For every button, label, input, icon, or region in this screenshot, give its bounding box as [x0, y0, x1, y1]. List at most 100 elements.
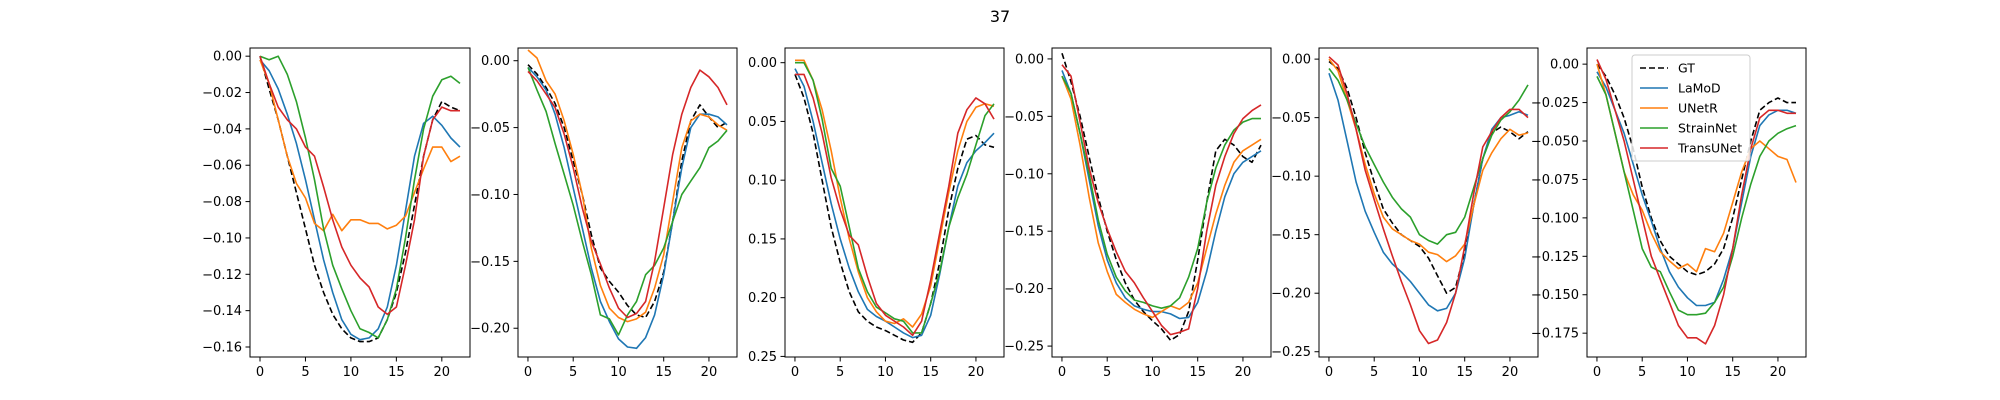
x-tick-label: 5 — [569, 365, 577, 380]
x-tick-label: 5 — [1638, 365, 1646, 380]
axes-frame — [1586, 47, 1807, 358]
legend-label-lamod: LaMoD — [1678, 81, 1721, 96]
axes-frame — [1051, 47, 1272, 358]
y-tick-label: −0.10 — [470, 188, 510, 203]
y-tick-label: −0.20 — [470, 322, 510, 337]
y-tick-label: −0.20 — [1004, 282, 1044, 297]
series-line-unetr — [795, 59, 995, 328]
x-tick-label: 0 — [791, 365, 799, 380]
y-tick-label: 0.05 — [748, 115, 777, 130]
series-line-gt — [1328, 60, 1529, 294]
series-line-lamod — [1596, 71, 1797, 307]
y-tick-label: −0.16 — [202, 341, 242, 356]
subplot-2: 0 5 10 15 20 0.00 −0.05 −0.10 −0.15 −0.20 — [470, 47, 738, 380]
x-tick-label: 0 — [1593, 365, 1601, 380]
x-tick-label: 15 — [1724, 365, 1741, 380]
x-tick-label: 0 — [1058, 365, 1066, 380]
y-tick-label: 0.25 — [748, 350, 777, 365]
x-tick-label: 10 — [343, 365, 360, 380]
subplot-5: 0 5 10 15 20 0.00 −0.05 −0.10 −0.15 −0.20 −0.25 — [1271, 47, 1539, 380]
x-tick-label: 20 — [1770, 365, 1787, 380]
series-line-lamod — [794, 68, 995, 339]
x-tick-label: 20 — [1502, 365, 1519, 380]
x-tick-label: 15 — [655, 365, 672, 380]
y-tick-label: 0.15 — [748, 232, 777, 247]
series-line-strainnet — [795, 61, 995, 334]
y-tick-label: −0.15 — [470, 255, 510, 270]
y-tick-label: −0.02 — [202, 86, 242, 101]
y-tick-label: −0.10 — [1271, 170, 1311, 185]
x-tick-label: 20 — [1235, 365, 1252, 380]
series-group — [1328, 56, 1529, 345]
series-line-lamod — [527, 66, 728, 350]
series-line-strainnet — [259, 55, 461, 339]
figure-title: 37 — [990, 7, 1010, 26]
x-tick-label: 10 — [610, 365, 627, 380]
series-line-transunet — [1596, 59, 1796, 345]
y-tick-label: 0.00 — [1015, 52, 1044, 67]
y-tick-label: 0.00 — [1550, 58, 1579, 73]
series-line-transunet — [527, 69, 728, 319]
y-tick-label: 0.00 — [213, 50, 242, 65]
y-tick-label: −0.20 — [1271, 287, 1311, 302]
x-tick-label: 10 — [1411, 365, 1428, 380]
y-tick-label: −0.075 — [1531, 173, 1579, 188]
y-tick-label: −0.05 — [1271, 111, 1311, 126]
x-tick-label: 5 — [301, 365, 309, 380]
y-tick-label: −0.05 — [470, 121, 510, 136]
x-tick-label: 10 — [877, 365, 894, 380]
subplot-4: 0 5 10 15 20 0.00 −0.05 −0.10 −0.15 −0.20 −0.25 — [1004, 47, 1272, 380]
y-tick-label: −0.08 — [202, 195, 242, 210]
subplot-3: 0 5 10 15 20 0.00 0.05 0.10 0.15 0.20 0.25 — [748, 47, 1005, 380]
series-line-unetr — [1328, 58, 1529, 263]
x-tick-label: 15 — [1189, 365, 1206, 380]
x-tick-label: 5 — [1370, 365, 1378, 380]
x-tick-label: 0 — [524, 365, 532, 380]
series-line-unetr — [259, 59, 461, 232]
legend: GT LaMoD UNetR StrainNet TransUNet — [1631, 54, 1751, 162]
y-tick-label: −0.04 — [202, 122, 242, 137]
y-tick-label: −0.06 — [202, 159, 242, 174]
y-tick-label: 0.20 — [748, 291, 777, 306]
series-line-transunet — [259, 55, 460, 316]
y-tick-label: −0.12 — [202, 268, 242, 283]
series-line-gt — [794, 74, 995, 344]
y-tick-label: 0.00 — [481, 54, 510, 69]
series-line-lamod — [259, 59, 461, 341]
y-tick-label: −0.15 — [1271, 228, 1311, 243]
series-line-gt — [527, 64, 728, 319]
x-tick-label: 5 — [1103, 365, 1111, 380]
x-tick-label: 10 — [1679, 365, 1696, 380]
y-tick-label: −0.125 — [1531, 250, 1579, 265]
x-tick-label: 20 — [701, 365, 718, 380]
y-tick-label: −0.025 — [1531, 96, 1579, 111]
y-tick-label: 0.00 — [748, 56, 777, 71]
x-tick-label: 15 — [388, 365, 405, 380]
series-group — [1061, 52, 1262, 342]
y-tick-label: −0.050 — [1531, 135, 1579, 150]
series-line-strainnet — [1328, 68, 1529, 245]
y-tick-label: −0.150 — [1531, 288, 1579, 303]
series-line-unetr — [1061, 75, 1262, 319]
x-tick-label: 20 — [434, 365, 451, 380]
y-tick-label: −0.25 — [1271, 345, 1311, 360]
x-tick-label: 10 — [1144, 365, 1161, 380]
x-tick-label: 0 — [1325, 365, 1333, 380]
y-tick-label: −0.10 — [202, 231, 242, 246]
series-group — [1596, 59, 1797, 345]
legend-label-transunet: TransUNet — [1677, 141, 1742, 156]
y-tick-label: −0.10 — [1004, 167, 1044, 182]
series-group — [527, 49, 728, 350]
subplot-6: 0 5 10 15 20 0.00 −0.025 −0.050 −0.075 −0.100 −0.1… — [1531, 47, 1807, 380]
x-tick-label: 15 — [922, 365, 939, 380]
y-tick-label: −0.15 — [1004, 225, 1044, 240]
series-line-strainnet — [527, 67, 728, 336]
legend-label-unetr: UNetR — [1678, 101, 1718, 116]
y-tick-label: −0.100 — [1531, 211, 1579, 226]
legend-label-gt: GT — [1678, 61, 1695, 76]
y-tick-label: 0.00 — [1282, 53, 1311, 68]
axes-frame — [784, 47, 1005, 358]
series-group — [794, 59, 995, 344]
y-tick-label: −0.25 — [1004, 340, 1044, 355]
